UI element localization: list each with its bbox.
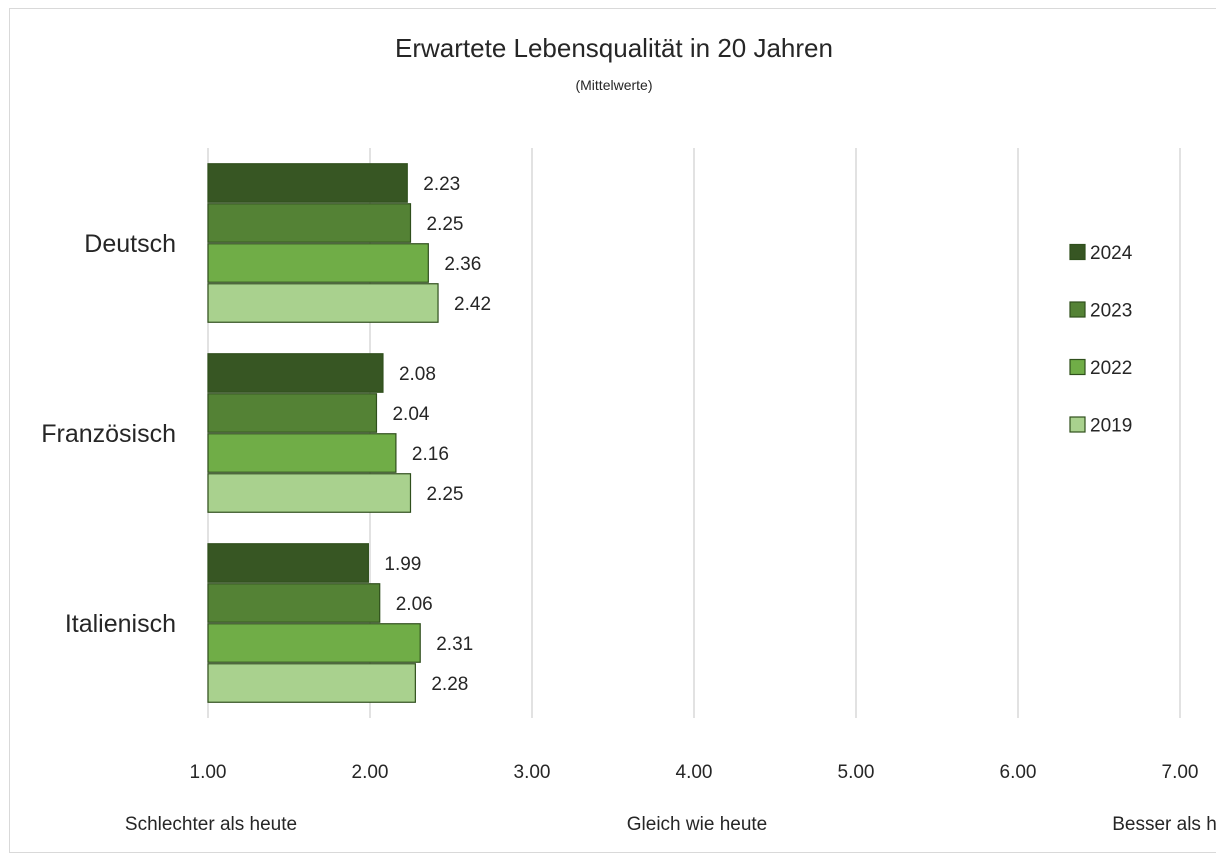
bar (207, 433, 397, 473)
legend-label: 2019 (1090, 416, 1132, 437)
value-label: 2.36 (444, 254, 481, 275)
value-label: 2.42 (454, 294, 491, 315)
value-label: 2.25 (427, 484, 464, 505)
bar (207, 623, 421, 663)
legend-label: 2024 (1090, 243, 1133, 264)
value-label: 1.99 (384, 554, 421, 575)
gridlines (207, 148, 1181, 718)
value-label: 2.31 (436, 634, 473, 655)
value-label: 2.25 (427, 214, 464, 235)
bar (207, 583, 381, 623)
bar (207, 243, 429, 283)
legend-swatch (1069, 416, 1086, 433)
scale-anchor-label: Schlechter als heute (125, 814, 297, 835)
value-label: 2.28 (431, 674, 468, 695)
legend-label: 2023 (1090, 301, 1132, 322)
bar (207, 473, 412, 513)
x-tick-label: 5.00 (838, 762, 875, 783)
legend-swatch (1069, 358, 1086, 376)
bar (207, 663, 416, 703)
bars (207, 163, 439, 703)
chart-title: Erwartete Lebensqualität in 20 Jahren (395, 33, 833, 63)
x-tick-label: 2.00 (352, 762, 389, 783)
bar (207, 393, 378, 433)
scale-anchor-label: Gleich wie heute (627, 814, 767, 835)
bar (207, 203, 412, 243)
value-label: 2.06 (396, 594, 433, 615)
bar (207, 543, 369, 583)
category-label: Deutsch (84, 230, 176, 258)
value-label: 2.04 (392, 404, 429, 425)
x-tick-label: 4.00 (676, 762, 713, 783)
x-tick-label: 6.00 (1000, 762, 1037, 783)
bar (207, 163, 408, 203)
value-label: 2.23 (423, 174, 460, 195)
legend-swatch (1069, 301, 1086, 318)
legend: 2024 2023 2022 2019 (1069, 243, 1133, 437)
value-label: 2.08 (399, 364, 436, 385)
x-tick-label: 3.00 (514, 762, 551, 783)
x-tick-label: 7.00 (1162, 762, 1199, 783)
bar (207, 353, 384, 393)
scale-anchor-label: Besser als heute (1112, 814, 1216, 835)
legend-swatch (1069, 243, 1086, 261)
bar (207, 283, 439, 323)
chart-subtitle: (Mittelwerte) (575, 77, 652, 93)
value-label: 2.16 (412, 444, 449, 465)
x-tick-label: 1.00 (190, 762, 227, 783)
category-label: Französisch (41, 420, 176, 448)
category-label: Italienisch (65, 610, 176, 638)
labels: 1.00 2.00 3.00 4.00 5.00 6.00 7.00 Schlechter a… (41, 174, 1216, 835)
legend-label: 2022 (1090, 358, 1132, 379)
